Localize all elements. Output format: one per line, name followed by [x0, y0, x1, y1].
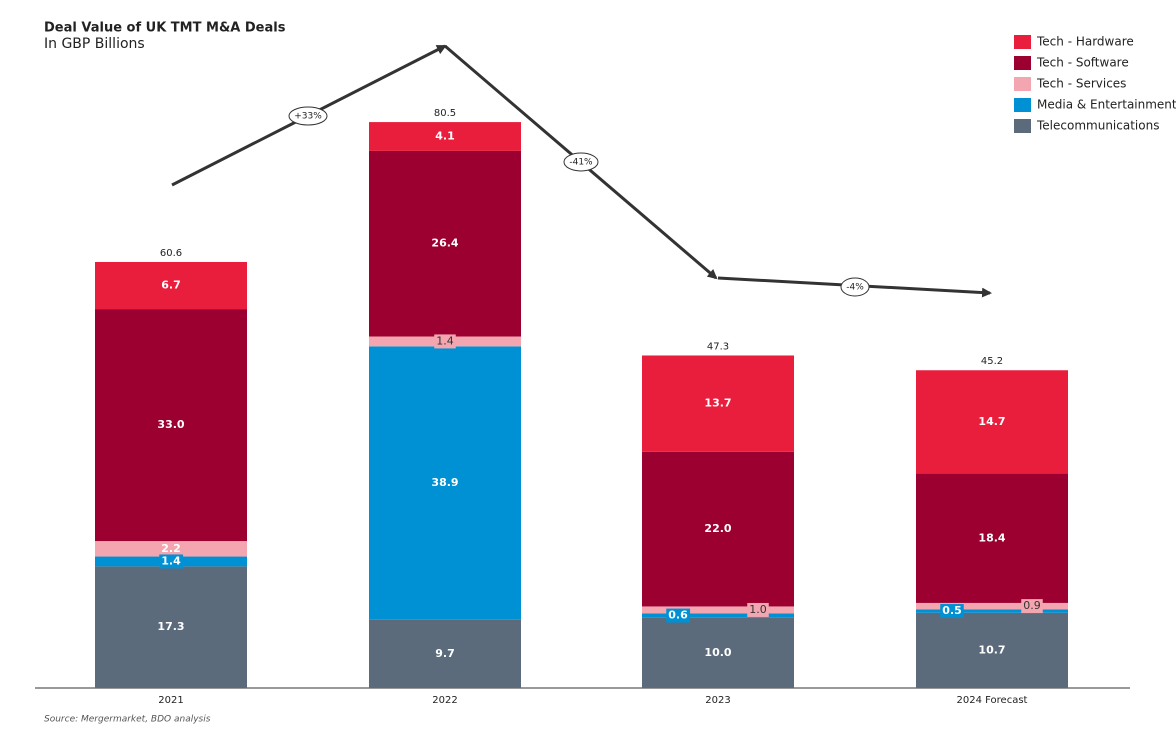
data-label: 18.4 — [978, 531, 1005, 544]
data-label: 6.7 — [161, 279, 181, 292]
legend-label: Tech - Hardware — [1036, 35, 1134, 49]
label-box — [666, 608, 691, 623]
data-label: 0.5 — [942, 604, 962, 617]
bar-segment — [916, 370, 1068, 474]
x-tick-label: 2023 — [705, 695, 730, 706]
x-tick-label: 2021 — [158, 695, 183, 706]
data-label: 10.7 — [978, 643, 1005, 656]
chart-title: Deal Value of UK TMT M&A Deals — [44, 21, 286, 36]
source: Source: Mergermarket, BDO analysis — [44, 715, 211, 725]
legend-label: Telecommunications — [1036, 119, 1159, 133]
legend-swatch — [1014, 35, 1031, 49]
legend-label: Media & Entertainment — [1037, 98, 1176, 112]
bar-segment — [916, 612, 1068, 688]
bar-segment — [95, 541, 247, 557]
bar-segment — [642, 451, 794, 607]
bar-segment — [95, 566, 247, 688]
legend-swatch — [1014, 56, 1031, 70]
data-label: 26.4 — [431, 237, 458, 250]
label-box — [159, 554, 184, 569]
data-label: 17.3 — [157, 620, 184, 633]
total-label: 45.2 — [981, 356, 1003, 367]
data-label: 0.6 — [668, 609, 688, 622]
data-label: 2.2 — [161, 542, 181, 555]
label-box — [747, 602, 769, 617]
bar-segment — [642, 355, 794, 452]
bar-segment — [642, 606, 794, 614]
data-label: 1.4 — [161, 554, 181, 567]
data-label: 38.9 — [431, 476, 458, 489]
label-box — [434, 334, 456, 349]
bar-segment — [369, 122, 521, 151]
annotation-text: -4% — [846, 283, 864, 293]
bar-segment — [369, 619, 521, 688]
data-label: 0.9 — [1023, 599, 1041, 612]
data-label: 1.4 — [436, 334, 454, 347]
annotation-text: +33% — [294, 112, 322, 122]
data-label: 10.0 — [704, 646, 731, 659]
bar-segment — [369, 346, 521, 620]
bar-segment — [95, 261, 247, 310]
x-tick-label: 2022 — [432, 695, 457, 706]
bar-segment — [642, 617, 794, 688]
data-label: 1.0 — [749, 603, 767, 616]
data-label: 14.7 — [978, 415, 1005, 428]
data-label: 9.7 — [435, 647, 455, 660]
bar-segment — [916, 609, 1068, 613]
data-label: 4.1 — [435, 129, 455, 142]
total-label: 60.6 — [160, 248, 182, 259]
bar-segment — [916, 473, 1068, 603]
data-label: 13.7 — [704, 397, 731, 410]
annotation-text: -41% — [569, 158, 593, 168]
legend-swatch — [1014, 77, 1031, 91]
legend-label: Tech - Services — [1036, 77, 1126, 91]
label-box — [940, 604, 964, 619]
legend-swatch — [1014, 119, 1031, 133]
total-label: 80.5 — [434, 108, 456, 119]
legend-swatch — [1014, 98, 1031, 112]
bar-segment — [642, 613, 794, 618]
legend-label: Tech - Software — [1036, 56, 1129, 70]
bar-segment — [916, 602, 1068, 610]
total-label: 47.3 — [707, 341, 729, 352]
x-tick-label: 2024 Forecast — [957, 695, 1028, 706]
chart-subtitle: In GBP Billions — [44, 36, 145, 52]
bar-segment — [95, 309, 247, 542]
data-label: 22.0 — [704, 522, 731, 535]
label-box — [1021, 599, 1043, 614]
annotation: +33% -41% -4% — [288, 106, 870, 297]
bar-segment — [369, 150, 521, 337]
data-label: 33.0 — [157, 418, 184, 431]
